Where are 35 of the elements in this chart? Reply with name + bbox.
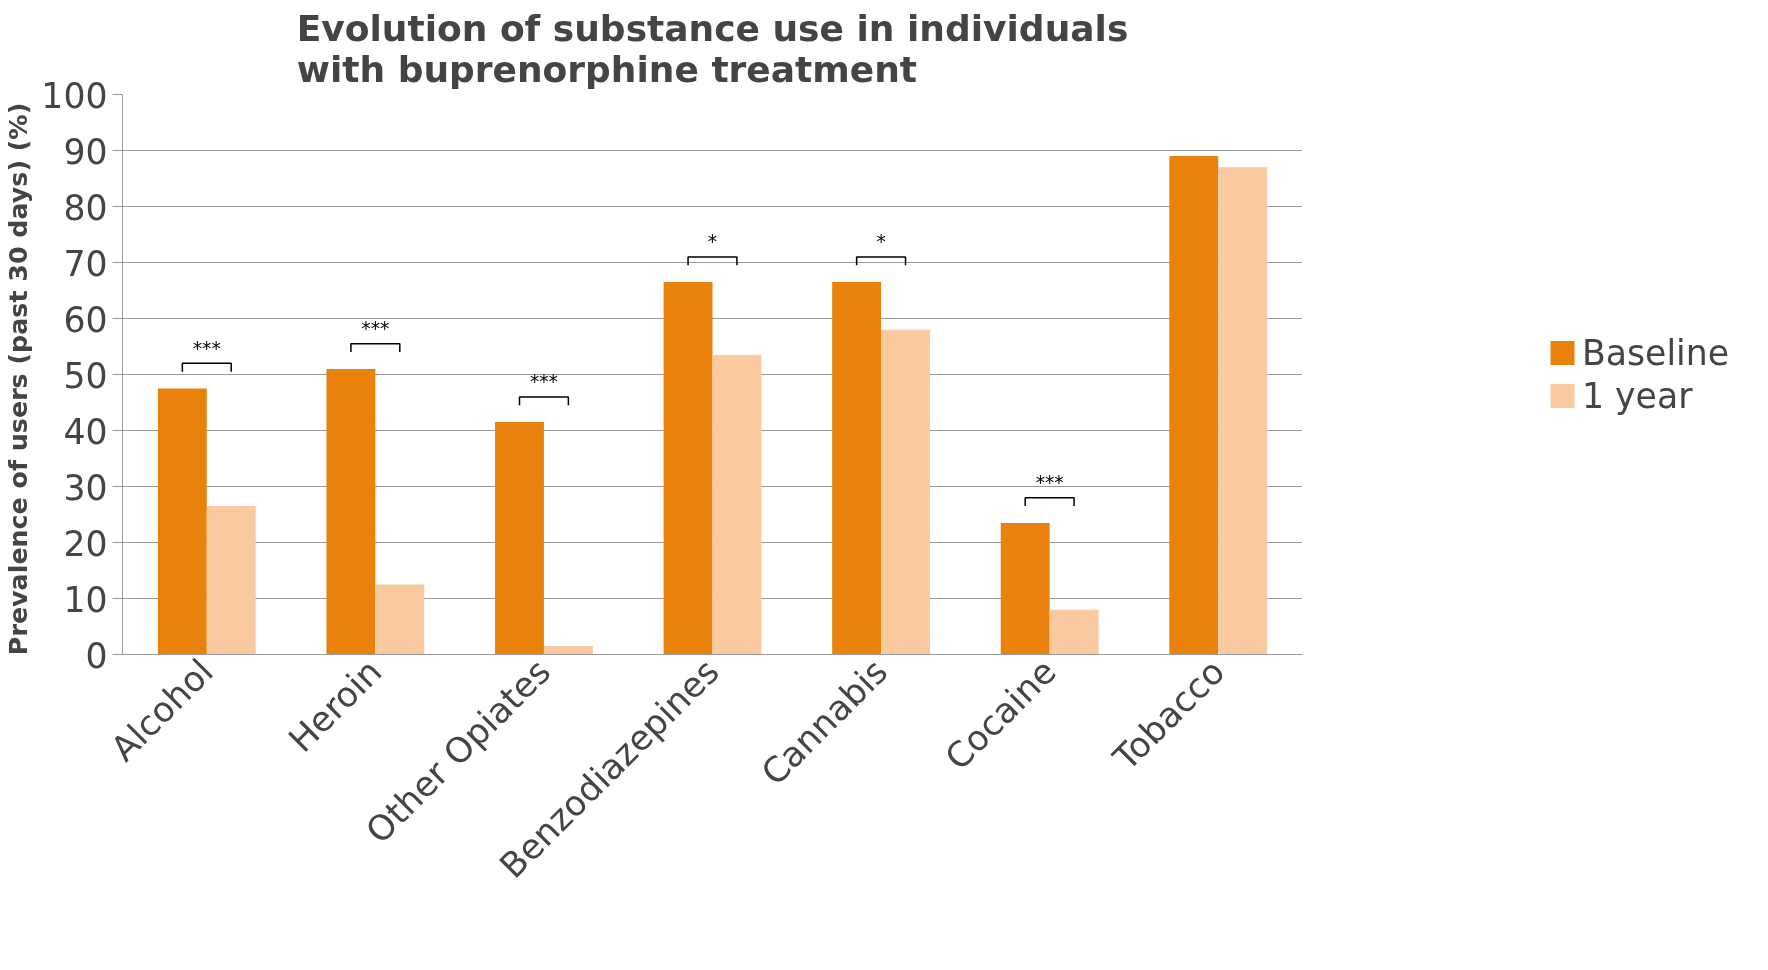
annotation: ***: [1035, 472, 1064, 494]
annotation: *: [876, 231, 886, 253]
y-tick-label: 30: [63, 467, 108, 508]
annotation: ***: [192, 337, 221, 359]
bar: [1049, 609, 1099, 655]
bar: [1218, 167, 1268, 655]
bar: [832, 282, 882, 655]
legend-label: Baseline: [1582, 332, 1729, 373]
bar: [495, 422, 544, 655]
y-tick-label: 90: [63, 131, 108, 172]
bar: [881, 329, 930, 655]
bar: [543, 646, 593, 655]
y-tick-label: 10: [63, 579, 108, 620]
bar: [1169, 156, 1219, 655]
annotation: ***: [529, 371, 558, 393]
annotation: *: [707, 231, 718, 253]
y-tick-label: 20: [63, 523, 108, 564]
bar: [1000, 522, 1050, 655]
y-tick-label: 60: [63, 299, 108, 340]
bar: [157, 388, 207, 655]
y-tick-label: 50: [63, 355, 108, 396]
y-tick-label: 80: [63, 187, 108, 228]
annotation: ***: [361, 318, 390, 340]
y-tick-label: 0: [85, 635, 108, 676]
y-tick-label: 100: [41, 75, 108, 116]
bar: [663, 282, 713, 655]
y-tick-label: 70: [63, 243, 108, 284]
legend-label: 1 year: [1582, 375, 1693, 416]
chart-title: Evolution of substance use in individuals with buprenorphine treatment: [296, 7, 1129, 90]
bar: [206, 506, 256, 655]
bar: [712, 354, 762, 655]
y-axis-title: Prevalence of users (past 30 days) (%): [3, 102, 34, 656]
bar: [375, 584, 425, 655]
bar: [326, 368, 376, 655]
y-tick-label: 40: [63, 411, 108, 452]
